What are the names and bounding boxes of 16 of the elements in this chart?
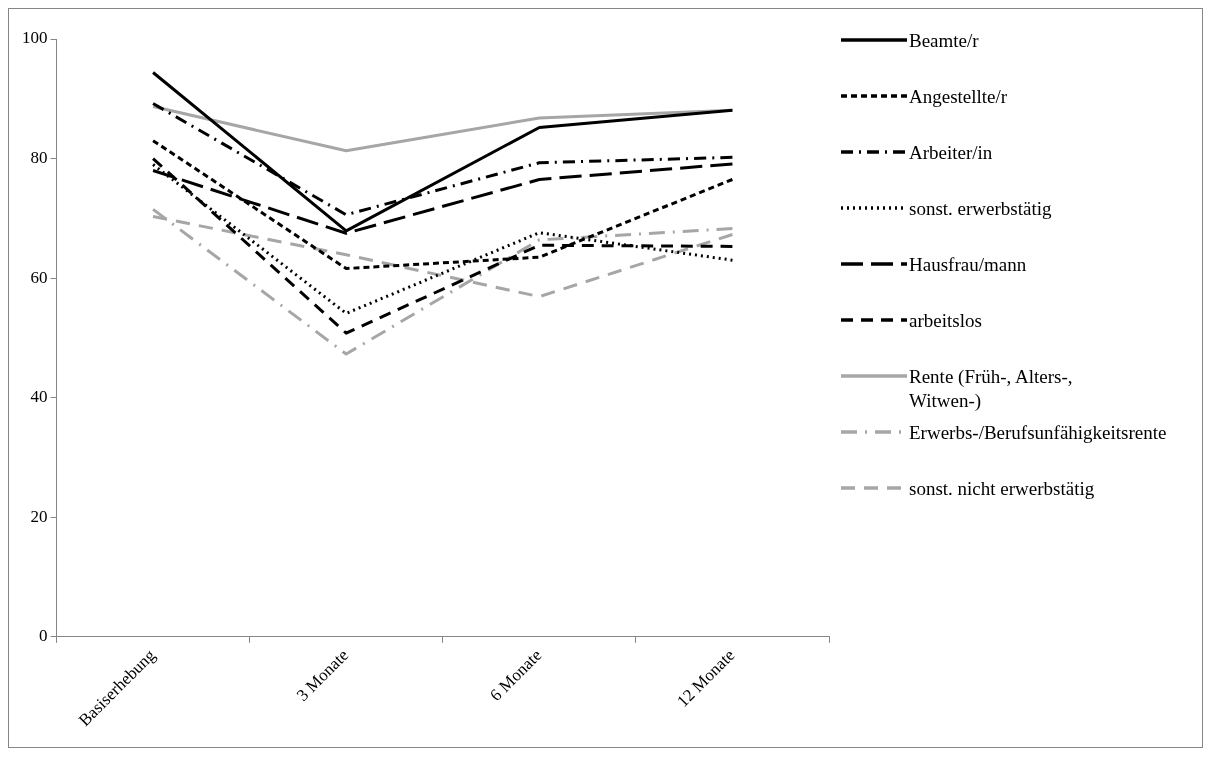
line-series	[151, 207, 734, 356]
legend-label: Angestellte/r	[909, 85, 1009, 109]
y-tick-label: 40	[30, 387, 48, 407]
y-tick-label: 100	[22, 28, 48, 48]
y-tick-label: 60	[30, 267, 48, 287]
legend-label: sonst. erwerbstätig	[909, 197, 1053, 221]
legend-label: Erwerbs-/Berufsunfähigkeitsrente	[909, 421, 1167, 445]
legend-label: Hausfrau/mann	[909, 253, 1028, 277]
legend-label: Arbeiter/in	[909, 141, 994, 165]
legend-label: sonst. nicht erwerbstätig	[909, 477, 1096, 501]
y-tick-label: 80	[30, 148, 48, 168]
legend-label: Beamte/r	[909, 29, 980, 53]
legend-label: arbeitslos	[909, 309, 983, 333]
y-tick-label: 20	[30, 506, 48, 526]
legend-label: Rente (Früh-, Alters-, Witwen-)	[909, 365, 1074, 413]
y-tick-label: 0	[39, 626, 48, 646]
